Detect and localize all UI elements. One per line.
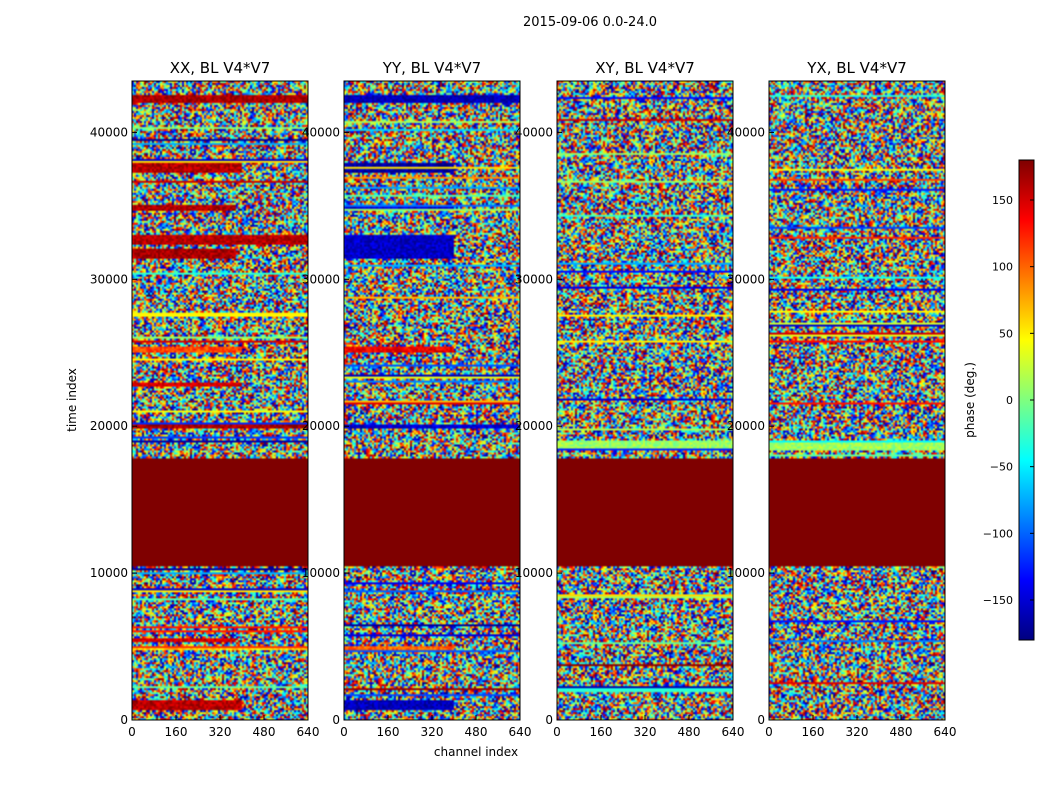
y-tick-label: 30000 [515,272,553,286]
panel-yx: YX, BL V4*V7 0 160 320 480 640 0 10000 20000 30… [727,59,957,739]
x-tick-label: 320 [209,725,232,739]
y-tick-label: 20000 [302,419,340,433]
x-tick-label: 160 [377,725,400,739]
y-tick-label: 20000 [727,419,765,433]
y-tick-label: 40000 [515,125,553,139]
y-tick-label: 10000 [90,566,128,580]
x-tick-label: 320 [634,725,657,739]
heatmap-image-yy [344,81,520,720]
x-tick-label: 0 [340,725,348,739]
x-tick-label: 320 [846,725,869,739]
x-tick-label: 480 [678,725,701,739]
colorbar: 150 100 50 0 −50 −100 −150 [983,159,1035,641]
y-tick-label: 10000 [515,566,553,580]
y-tick-label: 0 [120,713,128,727]
x-tick-label: 480 [253,725,276,739]
colorbar-tick-label: 150 [992,194,1013,207]
y-tick-label: 40000 [90,125,128,139]
y-tick-label: 30000 [727,272,765,286]
panel-title-xx: XX, BL V4*V7 [170,59,271,77]
x-axis-label: channel index [434,745,518,759]
panel-yy: YY, BL V4*V7 0 160 320 480 640 0 10000 20000 30… [302,59,532,739]
x-tick-label: 0 [553,725,561,739]
colorbar-tick-label: −100 [983,527,1013,540]
heatmap-image-xx [132,81,308,720]
x-tick-label: 320 [421,725,444,739]
figure-suptitle: 2015-09-06 0.0-24.0 [523,15,657,30]
x-tick-label: 640 [509,725,532,739]
y-tick-label: 20000 [90,419,128,433]
x-tick-label: 480 [890,725,913,739]
panel-title-yx: YX, BL V4*V7 [806,59,907,77]
y-tick-label: 10000 [727,566,765,580]
y-tick-label: 40000 [727,125,765,139]
y-tick-label: 30000 [90,272,128,286]
y-tick-label: 10000 [302,566,340,580]
colorbar-tick-label: 100 [992,261,1013,274]
x-tick-label: 640 [722,725,745,739]
panel-title-xy: XY, BL V4*V7 [595,59,695,77]
y-tick-label: 30000 [302,272,340,286]
x-tick-label: 0 [128,725,136,739]
heatmap-image-xy [557,81,733,720]
x-tick-label: 480 [465,725,488,739]
heatmap-image-yx [769,81,945,720]
y-tick-label: 40000 [302,125,340,139]
panel-title-yy: YY, BL V4*V7 [382,59,481,77]
y-tick-label: 0 [332,713,340,727]
y-tick-label: 0 [545,713,553,727]
y-axis-label: time index [65,368,79,432]
panel-xx: XX, BL V4*V7 0 160 320 480 640 0 10000 20000 30… [90,59,320,739]
colorbar-tick-label: −50 [990,461,1013,474]
x-tick-label: 160 [802,725,825,739]
x-tick-label: 640 [297,725,320,739]
colorbar-tick-label: −150 [983,594,1013,607]
colorbar-label: phase (deg.) [963,362,977,438]
x-tick-label: 160 [165,725,188,739]
colorbar-tick-label: 50 [999,327,1013,340]
panel-xy: XY, BL V4*V7 0 160 320 480 640 0 10000 20000 30… [515,59,745,739]
y-tick-label: 0 [757,713,765,727]
x-tick-label: 640 [934,725,957,739]
colorbar-fill [1019,160,1034,640]
x-tick-label: 160 [590,725,613,739]
y-tick-label: 20000 [515,419,553,433]
x-tick-label: 0 [765,725,773,739]
colorbar-tick-label: 0 [1006,394,1013,407]
